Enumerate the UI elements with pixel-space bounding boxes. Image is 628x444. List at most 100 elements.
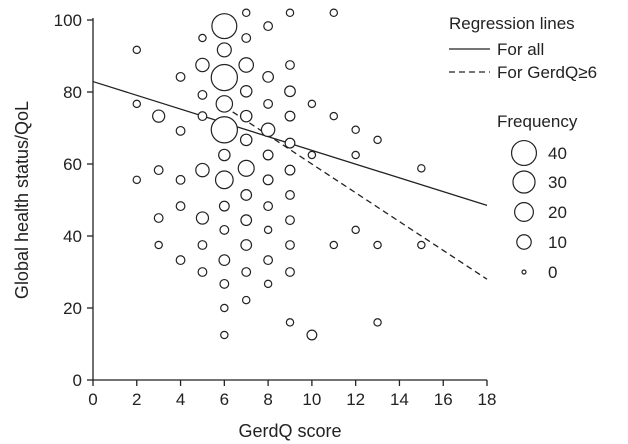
data-point: [284, 85, 296, 98]
data-point: [197, 240, 208, 250]
data-point: [132, 175, 142, 185]
data-point: [218, 200, 230, 212]
frequency-legend-label: 10: [548, 233, 567, 252]
data-point: [219, 278, 230, 289]
data-point: [153, 165, 164, 176]
data-point: [219, 224, 230, 235]
data-point: [241, 8, 251, 18]
data-point: [195, 162, 210, 178]
y-tick-label: 100: [54, 11, 82, 30]
frequency-legend-label: 30: [548, 173, 567, 192]
data-point: [175, 125, 186, 136]
frequency-legend-label: 40: [548, 144, 567, 163]
data-point: [152, 109, 166, 123]
data-point: [239, 109, 253, 123]
data-point: [241, 295, 251, 305]
data-point: [218, 148, 231, 162]
frequency-legend-title: Frequency: [497, 112, 578, 131]
data-point: [240, 239, 253, 251]
x-tick-label: 0: [88, 390, 97, 409]
data-point: [262, 149, 274, 161]
data-point: [285, 215, 295, 226]
data-point: [175, 174, 186, 185]
data-point: [285, 267, 295, 277]
data-point: [351, 225, 360, 235]
data-point: [216, 42, 232, 58]
data-point: [417, 240, 426, 250]
data-point: [240, 214, 253, 227]
data-point: [211, 13, 238, 40]
data-point: [215, 95, 234, 113]
data-point: [197, 111, 208, 122]
data-point: [262, 174, 274, 186]
data-point: [329, 240, 339, 250]
data-point: [154, 240, 163, 250]
data-point: [285, 318, 295, 327]
regression-legend-title: Regression lines: [449, 14, 575, 33]
legend-label-1: For GerdQ≥6: [497, 63, 597, 82]
data-point: [175, 201, 186, 212]
data-point: [239, 133, 253, 147]
data-point: [329, 111, 339, 121]
frequency-legend-label: 0: [548, 263, 557, 282]
data-point: [284, 137, 296, 149]
data-point: [263, 98, 274, 109]
data-point: [210, 116, 239, 144]
x-tick-label: 18: [478, 390, 497, 409]
y-tick-label: 0: [73, 371, 82, 390]
x-tick-label: 10: [302, 390, 321, 409]
data-point: [263, 255, 274, 266]
data-point: [284, 110, 296, 122]
y-tick-label: 40: [63, 227, 82, 246]
data-point: [218, 254, 231, 267]
data-point: [307, 150, 317, 160]
x-tick-label: 16: [434, 390, 453, 409]
data-point: [197, 89, 208, 100]
y-tick-label: 60: [63, 155, 82, 174]
data-point: [260, 122, 276, 138]
data-point: [284, 164, 296, 176]
data-point: [307, 99, 317, 109]
data-point: [241, 33, 252, 43]
frequency-legend-label: 20: [548, 203, 567, 222]
x-tick-label: 12: [346, 390, 365, 409]
data-point: [240, 189, 253, 201]
data-point: [373, 135, 382, 145]
data-point: [132, 99, 142, 109]
legend: Regression lines For all For GerdQ≥6 Freque…: [449, 14, 597, 282]
data-point: [373, 240, 382, 250]
data-point: [329, 8, 339, 18]
data-point: [220, 303, 229, 313]
data-point: [153, 213, 164, 223]
data-points: [132, 8, 426, 341]
data-point: [241, 267, 252, 277]
frequency-legend-circle: [521, 269, 527, 275]
y-tick-label: 80: [63, 83, 82, 102]
frequency-legend-circle: [512, 170, 536, 194]
data-point: [263, 225, 273, 235]
data-point: [197, 267, 208, 277]
data-point: [238, 57, 255, 73]
data-point: [306, 329, 318, 341]
data-point: [373, 318, 382, 327]
x-tick-label: 4: [176, 390, 185, 409]
y-axis-title: Global health status/QoL: [12, 101, 32, 299]
data-point: [263, 279, 273, 289]
data-point: [285, 8, 295, 18]
axes: 0 2 4 6 8 10 12 14 16 18 0 20 40 60 80 100 GerdQ score Gl…: [12, 11, 496, 441]
data-point: [263, 21, 274, 32]
frequency-legend-circle: [516, 234, 532, 250]
data-point: [175, 71, 186, 82]
data-point: [198, 33, 207, 43]
data-point: [263, 201, 274, 212]
y-tick-label: 20: [63, 299, 82, 318]
frequency-legend-circle: [510, 139, 538, 167]
data-point: [285, 190, 295, 200]
x-axis-title: GerdQ score: [238, 421, 341, 441]
x-tick-label: 14: [390, 390, 409, 409]
data-point: [132, 45, 142, 55]
data-point: [175, 255, 186, 266]
data-point: [237, 159, 255, 177]
data-point: [239, 84, 253, 98]
